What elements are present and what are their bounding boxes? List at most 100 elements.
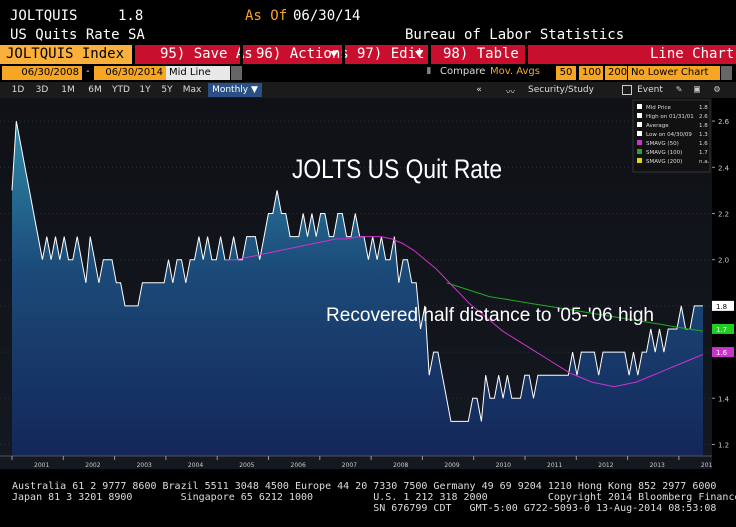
start-date-input[interactable]: 06/30/2008 [2,66,82,80]
sma100-line [446,282,704,332]
price-line [11,121,703,422]
toolbar: 1D 3D 1M 6M YTD 1Y 5Y Max Monthly ▼ « 〰 Securit… [0,82,736,98]
compare-icon: ⫴ [427,67,431,77]
x-tick-label: 2002 [85,462,100,469]
footer-line-3: SN 676799 CDT GMT-5:00 G722-5093-0 13-Au… [12,503,717,514]
y-tick-label: 2.2 [718,210,729,218]
range-button-ytd[interactable]: YTD [112,85,130,95]
x-tick-label: 2009 [444,462,459,469]
y-tick-label: 2.4 [718,164,730,172]
x-tick-label: 2003 [137,462,152,469]
save-as-button[interactable]: 95) Save As [160,46,253,62]
legend-box [632,99,711,173]
legend-value: n.a. [699,159,710,165]
separator [132,45,135,64]
actions-button[interactable]: 96) Actions [256,46,349,62]
legend-swatch [637,158,642,163]
x-tick-label: 2005 [239,462,254,469]
x-tick-label: 2013 [650,462,665,469]
range-button-max[interactable]: Max [182,85,202,95]
y-axis-ticks: 2.6 2.4 2.2 2.0 1.8 1.6 1.4 1.2 [712,118,730,449]
area-fill [12,121,703,456]
ma1-input[interactable]: 50 [556,66,576,80]
security-study-button[interactable]: Security/Study [528,85,594,95]
ma3-input[interactable]: 200 [605,66,627,80]
mov-avgs-label[interactable]: Mov. Avgs [490,66,540,77]
header-row: JOLTQUIS 1.8 As Of 06/30/14 [0,0,736,28]
compare-label[interactable]: Compare [440,66,486,77]
chart-type-label[interactable]: Line Chart [650,46,735,62]
last-value: 1.8 [118,8,144,24]
date-dash: - [86,66,90,77]
x-tick-label: 2006 [291,462,306,469]
range-button-5y[interactable]: 5Y [161,85,173,95]
legend-swatch [637,113,642,118]
price-type-select[interactable]: Mid Line [166,66,230,80]
x-tick-label: 2010 [496,462,511,469]
x-tick-label: 2004 [188,462,203,469]
pencil-icon[interactable]: ✎ [676,84,683,95]
chart-annotation: Recovered half distance to '05-'06 high [326,305,654,326]
y-tick-label: 1.2 [718,441,729,449]
footer-line-1: Australia 61 2 9777 8600 Brazil 5511 304… [12,481,717,492]
table-button[interactable]: 98) Table [443,46,519,62]
series-name: US Quits Rate SA [10,27,145,43]
legend-label: High on 01/31/01 [646,114,694,120]
lower-chart-dropdown[interactable] [721,66,732,80]
y-axis: 2.6 2.4 2.2 2.0 1.8 1.6 1.4 1.2 1.8 1.7 1.6 [712,98,736,469]
edit-button[interactable]: 97) Edit [357,46,425,62]
legend-value: 2.6 [699,114,708,120]
legend-value: 1.3 [699,132,708,138]
as-of-date: 06/30/14 [293,8,361,24]
lower-chart-select[interactable]: No Lower Chart [628,66,720,80]
range-button-1y[interactable]: 1Y [139,85,151,95]
chevron-down-icon [415,51,423,57]
ma2-input[interactable]: 100 [579,66,603,80]
separator [428,45,431,64]
x-tick-label: 2001 [34,462,49,469]
chart-title: JOLTS US Quit Rate [292,154,502,184]
chevron-down-icon [330,51,338,57]
range-button-3d[interactable]: 3D [35,85,49,95]
range-button-6m[interactable]: 6M [88,85,102,95]
sma50-line [224,236,704,388]
x-axis-ticks: 2001 2002 2003 2004 2005 2006 2007 2008 2009 2010… [0,455,712,469]
range-button-1m[interactable]: 1M [61,85,75,95]
settings-icon[interactable]: ⚙ [714,84,721,95]
index-field[interactable]: JOLTQUIS Index [0,45,132,64]
legend-label: Low on 04/30/09 [646,132,692,138]
separator [240,45,243,64]
menu-bar: JOLTQUIS Index 95) Save As 96) Actions 9… [0,45,736,64]
source: Bureau of Labor Statistics [405,27,625,43]
lock-icon[interactable]: ▣ [694,84,701,95]
y-tick-label: 1.4 [718,395,730,403]
last-value-tag [712,300,734,311]
chart-canvas: 2001 2002 2003 2004 2005 2006 2007 2008 2009 2010… [0,98,712,469]
price-type-dropdown[interactable] [231,66,242,80]
x-tick-label: 2011 [547,462,562,469]
frequency-select[interactable]: Monthly ▼ [208,83,262,97]
legend-label: Average [646,123,669,129]
event-button[interactable]: Event [637,85,663,95]
x-tick-label: 2012 [598,462,613,469]
ticker: JOLTQUIS [10,8,78,24]
range-button-1d[interactable]: 1D [11,85,25,95]
footer: Australia 61 2 9777 8600 Brazil 5511 304… [0,472,736,527]
legend-value: 1.8 [699,123,708,129]
x-tick-label: 2014 [701,462,712,469]
legend-label: SMAVG (100) [646,150,682,156]
collapse-button[interactable]: « [476,85,482,95]
y-tick-label: 2.6 [718,118,730,126]
footer-line-2: Japan 81 3 3201 8900 Singapore 65 6212 1… [12,492,736,503]
legend-swatch [637,140,642,145]
legend-swatch [637,149,642,154]
last-value-labels: 1.8 1.7 1.6 [712,300,734,358]
y-tick-label: 2.0 [718,257,729,265]
last-value-label: 1.6 [716,349,728,357]
separator [342,45,345,64]
event-icon [622,85,632,95]
line-chart-icon: 〰 [506,88,516,98]
end-date-input[interactable]: 06/30/2014 [94,66,166,80]
last-value-tag [712,347,734,358]
legend-label: SMAVG (200) [646,159,682,165]
